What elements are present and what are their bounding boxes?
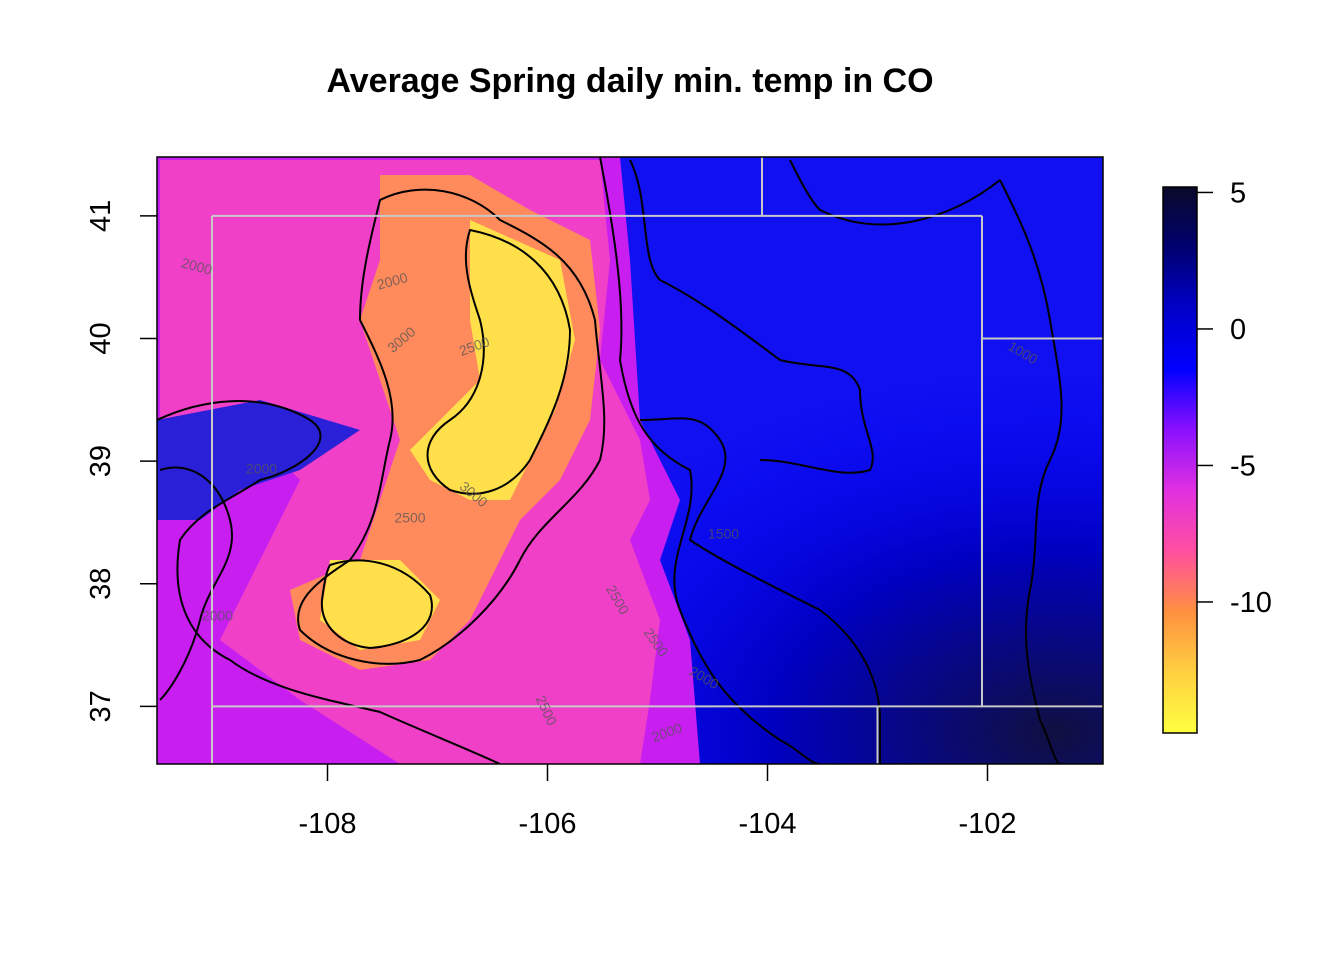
- y-tick-label: 38: [85, 568, 117, 600]
- x-axis: -108 -106 -104 -102: [298, 764, 1017, 840]
- contour-line-2000-west: [157, 400, 501, 764]
- colorbar-bar: [1162, 186, 1198, 734]
- colorbar-ticks: 5 0 -5 -10: [1197, 177, 1272, 619]
- y-tick-label: 37: [85, 690, 117, 722]
- contour-line-2500: [297, 188, 606, 665]
- contour-label: 1500: [708, 525, 739, 541]
- y-axis: 37 38 39 40 41: [85, 200, 157, 722]
- peak-zone-south: [320, 560, 440, 650]
- x-tick-label: -104: [738, 808, 796, 840]
- contour-line-1000-north: [789, 159, 1001, 226]
- contour-label: 2000: [375, 269, 409, 293]
- x-tick-label: -106: [518, 808, 576, 840]
- contour-label: 2000: [180, 254, 214, 278]
- peak-zone: [410, 220, 575, 500]
- colorbar-tick-label: 5: [1230, 177, 1246, 209]
- contour-label: 2000: [246, 460, 277, 476]
- colorbar-tick-label: -10: [1230, 587, 1272, 619]
- y-tick-label: 39: [85, 445, 117, 477]
- x-tick-label: -108: [298, 808, 356, 840]
- contour-line-west-valley: [159, 466, 233, 701]
- contour-line-3000: [426, 229, 571, 495]
- x-tick-label: -102: [958, 808, 1016, 840]
- contour-line-2000-east: [599, 157, 821, 764]
- contour-line-1500-north: [629, 159, 874, 474]
- y-tick-label: 40: [85, 322, 117, 354]
- valley-zone-west: [157, 400, 360, 520]
- chart-title: Average Spring daily min. temp in CO: [326, 62, 933, 100]
- state-borders: [211, 157, 1103, 764]
- colorbar-tick-label: -5: [1230, 450, 1256, 482]
- colorbar-legend: 5 0 -5 -10: [1162, 177, 1272, 734]
- colorbar-tick-label: 0: [1230, 314, 1246, 346]
- y-tick-label: 41: [85, 200, 117, 232]
- contour-label: 2500: [394, 509, 425, 525]
- contour-line-3000-south: [320, 559, 433, 649]
- contour-line-1500: [639, 417, 881, 764]
- contour-label: 2000: [202, 608, 233, 624]
- contour-line-1000: [999, 179, 1063, 764]
